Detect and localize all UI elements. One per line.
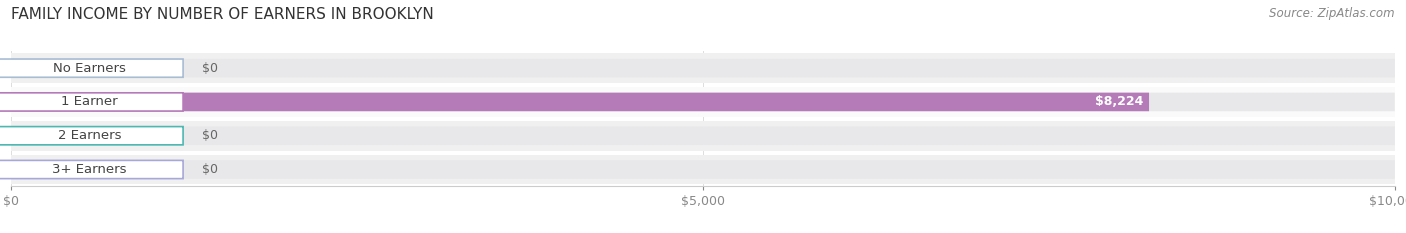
Bar [11, 87, 1395, 117]
FancyBboxPatch shape [0, 127, 183, 145]
Text: No Earners: No Earners [53, 62, 127, 75]
Text: $0: $0 [201, 163, 218, 176]
Text: $0: $0 [201, 62, 218, 75]
FancyBboxPatch shape [11, 160, 1395, 179]
Text: Source: ZipAtlas.com: Source: ZipAtlas.com [1270, 7, 1395, 20]
Text: 1 Earner: 1 Earner [62, 96, 118, 108]
Bar [11, 53, 1395, 83]
Text: $8,224: $8,224 [1095, 96, 1143, 108]
Text: 2 Earners: 2 Earners [58, 129, 121, 142]
FancyBboxPatch shape [0, 93, 183, 111]
Text: $0: $0 [201, 129, 218, 142]
FancyBboxPatch shape [11, 93, 1149, 111]
FancyBboxPatch shape [11, 93, 1395, 111]
Text: 3+ Earners: 3+ Earners [52, 163, 127, 176]
FancyBboxPatch shape [11, 127, 1395, 145]
FancyBboxPatch shape [0, 160, 183, 179]
Bar [11, 155, 1395, 184]
FancyBboxPatch shape [0, 59, 183, 77]
FancyBboxPatch shape [11, 59, 1395, 77]
Text: FAMILY INCOME BY NUMBER OF EARNERS IN BROOKLYN: FAMILY INCOME BY NUMBER OF EARNERS IN BR… [11, 7, 434, 22]
Bar [11, 121, 1395, 151]
